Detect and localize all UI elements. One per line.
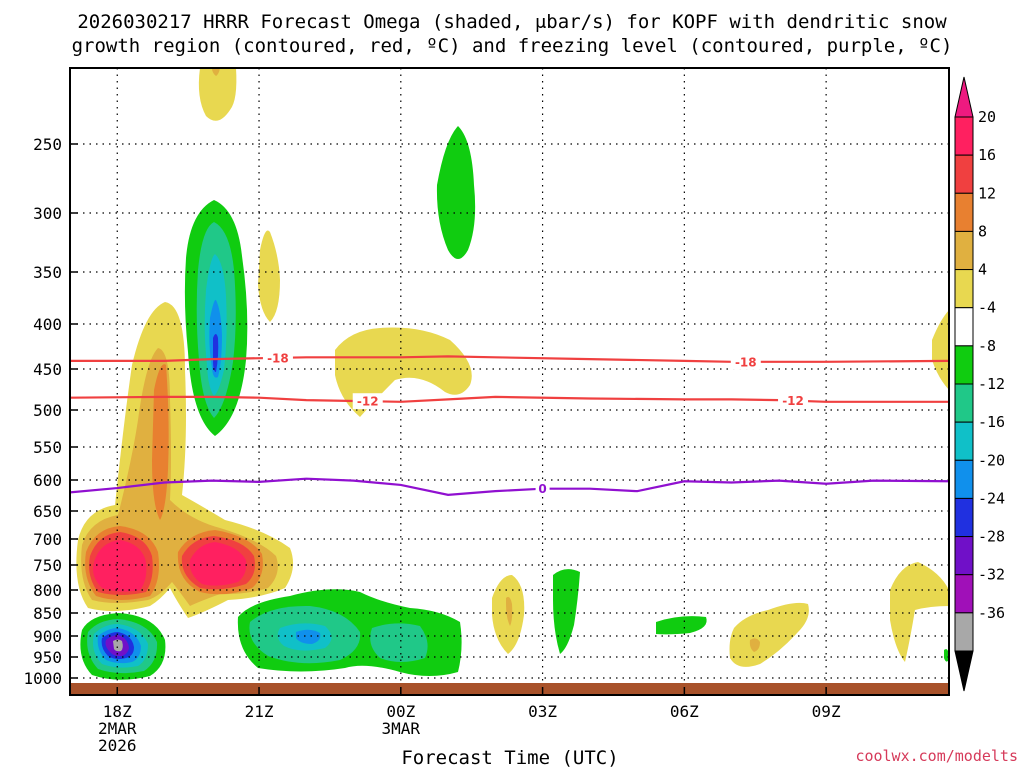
colorbar: 20 16 12 8 4 -4 -8 -12 -16 -20 -24 -28 -32 -36 (954, 76, 1005, 692)
colorbar-label-6: -8 (978, 337, 996, 355)
omega-region-07z-yellow (729, 602, 809, 667)
colorbar-segment-3 (954, 230, 974, 271)
y-axis: 250 300 350 400 450 500 550 600 650 700 750 800 850 9… (23, 135, 78, 688)
colorbar-label-13: -36 (978, 604, 1005, 622)
omega-region-orange-neck (152, 364, 169, 520)
colorbar-segment-8 (954, 421, 974, 461)
plot-frame (69, 67, 950, 696)
y-tick-label-750: 750 (33, 556, 62, 575)
chart-title-line1: 2026030217 HRRR Forecast Omega (shaded, … (77, 11, 947, 33)
colorbar-segment-7 (954, 383, 974, 423)
y-tick-label-850: 850 (33, 604, 62, 623)
colorbar-label-4: 4 (978, 261, 987, 279)
y-tick-label-300: 300 (33, 204, 62, 223)
omega-region-03z-green (553, 569, 580, 654)
terrain-bar (70, 683, 949, 695)
contour-label-bg-0-1 (730, 353, 761, 370)
y-tick-label-900: 900 (33, 627, 62, 646)
contour-label-bg-2-0 (535, 480, 550, 497)
colorbar-segment-4 (954, 269, 974, 309)
contour-label-2-0: 0 (538, 482, 546, 496)
x-tick-label-21-0: 21Z (245, 702, 274, 721)
contour-label-1-1: -12 (782, 394, 804, 408)
omega-region-magenta-right (189, 542, 247, 586)
colorbar-segment-11 (954, 536, 974, 576)
contour-label-bg-0-0 (262, 349, 293, 366)
omega-region-10z-yellow (890, 562, 949, 662)
y-tick-label-700: 700 (33, 530, 62, 549)
omega-region-02z-tan (506, 596, 513, 626)
y-tick-label-400: 400 (33, 315, 62, 334)
x-tick-label-30-0: 06Z (670, 702, 699, 721)
x-axis-label: Forecast Time (UTC) (401, 747, 618, 768)
colorbar-segment-13 (954, 612, 974, 652)
omega-region-top-tan (212, 68, 220, 76)
y-tick-label-600: 600 (33, 471, 62, 490)
omega-region-upper-green (436, 126, 476, 259)
y-tick-label-650: 650 (33, 502, 62, 521)
omega-region-18z-gray (113, 639, 123, 652)
y-tick-label-800: 800 (33, 581, 62, 600)
colorbar-label-3: 8 (978, 222, 987, 240)
omega-region-low-teal2 (370, 623, 428, 662)
colorbar-segment-1 (954, 154, 974, 194)
colorbar-segment-12 (954, 574, 974, 614)
x-tick-label-18-0: 18Z (103, 702, 132, 721)
omega-region-06z-green (656, 616, 707, 635)
x-tick-label-18-1: 2MAR (98, 719, 137, 738)
x-tick-label-24-1: 3MAR (382, 719, 421, 738)
y-tick-label-550: 550 (33, 438, 62, 457)
omega-shading (76, 68, 949, 680)
x-tick-label-24-0: 00Z (386, 702, 415, 721)
colorbar-label-8: -16 (978, 413, 1005, 431)
colorbar-segment-2 (954, 192, 974, 232)
x-tick-label-18-2: 2026 (98, 736, 137, 755)
contour-label-0-0: -18 (267, 351, 289, 365)
x-tick-label-33-0: 09Z (812, 702, 841, 721)
y-tick-label-350: 350 (33, 263, 62, 282)
colorbar-top-arrow (954, 76, 974, 118)
colorbar-segment-0 (954, 116, 974, 156)
temperature-contours: -18 -18 -12 -12 0 (70, 349, 949, 497)
contour-label-bg-1-1 (778, 392, 809, 409)
chart-title-line2: growth region (contoured, red, ºC) and f… (72, 35, 953, 57)
omega-region-right-yellow (932, 310, 949, 390)
y-tick-label-500: 500 (33, 401, 62, 420)
colorbar-segment-10 (954, 497, 974, 538)
colorbar-label-5: -4 (978, 299, 996, 317)
colorbar-label-7: -12 (978, 375, 1005, 393)
y-tick-label-250: 250 (33, 135, 62, 154)
omega-region-top-yellow (198, 68, 237, 121)
omega-region-07z-tan (749, 638, 760, 652)
colorbar-label-9: -20 (978, 451, 1005, 469)
contour-label-1-0: -12 (357, 395, 379, 409)
colorbar-label-1: 16 (978, 146, 996, 164)
colorbar-bottom-arrow (954, 650, 974, 692)
omega-region-magenta-left (93, 540, 147, 592)
contour-label-bg-1-0 (352, 393, 383, 410)
colorbar-label-11: -28 (978, 528, 1005, 546)
y-tick-label-1000: 1000 (23, 669, 62, 688)
colorbar-segment-5 (954, 307, 974, 347)
omega-region-right-green (944, 649, 949, 662)
contour-line-2 (70, 477, 949, 496)
grid-lines (70, 68, 949, 695)
watermark: coolwx.com/modelts (855, 747, 1018, 765)
colorbar-segment-9 (954, 459, 974, 499)
y-tick-label-950: 950 (33, 648, 62, 667)
colorbar-label-12: -32 (978, 566, 1005, 584)
contour-line-1 (70, 395, 949, 403)
omega-region-column-blue (213, 334, 219, 372)
contour-label-0-1: -18 (735, 355, 757, 369)
omega-region-upper-yellow2 (258, 230, 280, 322)
colorbar-label-2: 12 (978, 184, 996, 202)
omega-region-low-lightblue (296, 629, 321, 644)
y-tick-label-450: 450 (33, 360, 62, 379)
colorbar-segment-6 (954, 345, 974, 385)
colorbar-label-0: 20 (978, 108, 996, 126)
x-tick-label-27-0: 03Z (528, 702, 557, 721)
colorbar-label-10: -24 (978, 489, 1005, 507)
